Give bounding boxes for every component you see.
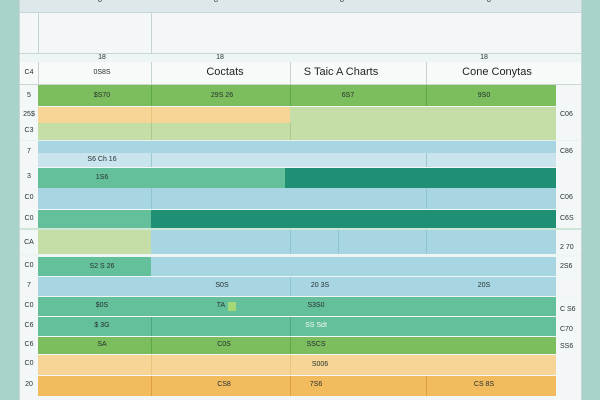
row-number: C6 <box>24 341 34 348</box>
table-cell[interactable]: S3S0 <box>307 302 325 309</box>
row-number: CA <box>24 239 34 246</box>
row-number: C4 <box>24 69 34 76</box>
row-number: C0 <box>24 215 34 222</box>
row-number: 7 <box>27 282 31 289</box>
table-cell[interactable]: $ 3G <box>94 322 110 329</box>
row-number: C0 <box>24 262 34 269</box>
table-cell[interactable]: C0S <box>217 341 231 348</box>
row-number: C0 <box>24 194 34 201</box>
row-number: 3 <box>27 173 31 180</box>
table-row[interactable]: C6 SA C0S SSCS SS6 <box>20 337 581 354</box>
table-row[interactable]: 3 1S6 <box>20 168 581 188</box>
table-cell[interactable]: S2 S 26 <box>89 263 115 270</box>
right-margin-label: C86 <box>560 148 573 155</box>
header-tick: 8 <box>487 0 491 4</box>
column-title[interactable]: Cone Conytas <box>462 66 532 78</box>
table-row[interactable]: C0 S2 S 26 2S6 <box>20 257 581 276</box>
table-cell[interactable]: 6S7 <box>341 92 355 99</box>
column-title[interactable]: 0S8S <box>93 69 111 76</box>
right-margin-label: C06 <box>560 111 573 118</box>
table-cell[interactable]: $S70 <box>93 92 111 99</box>
table-row[interactable]: C0 C06 <box>20 188 581 209</box>
table-cell[interactable]: 29S 26 <box>210 92 234 99</box>
row-number: C0 <box>24 302 34 309</box>
subheader-label: 18 <box>216 54 224 61</box>
table-row[interactable]: C3 <box>20 123 581 140</box>
row-number: 25$ <box>23 111 35 118</box>
header-tick: 8 <box>98 0 102 4</box>
right-margin-label: SS6 <box>560 343 574 350</box>
table-cell[interactable]: SA <box>97 341 107 348</box>
right-margin-label: C06 <box>560 194 573 201</box>
header-tick: 8 <box>214 0 218 4</box>
table-row[interactable]: C0 $0S TA S3S0 C S6 <box>20 297 581 316</box>
header-band: 8 8 8 8 <box>20 0 581 13</box>
row-number: 20 <box>25 381 33 388</box>
column-title-row: C4 0S8S Coctats S Taic A Charts Cone Con… <box>20 62 581 85</box>
spreadsheet: 8 8 8 8 18 18 18 C4 0S8S Coctats S Taic … <box>19 0 582 400</box>
table-row[interactable]: C0 C6S <box>20 210 581 228</box>
table-cell[interactable]: SS Sdt <box>305 322 327 329</box>
table-cell[interactable]: 7S6 <box>309 381 323 388</box>
table-cell[interactable]: $0S <box>95 302 109 309</box>
table-cell[interactable]: 20 3S <box>310 282 330 289</box>
table-cell[interactable]: S006 <box>311 361 329 368</box>
table-cell[interactable]: S0S <box>215 282 229 289</box>
subheader-label: 18 <box>98 54 106 61</box>
table-row[interactable]: C0 S006 <box>20 355 581 375</box>
table-row[interactable]: 5 $S70 29S 26 6S7 9S0 <box>20 85 581 106</box>
table-row[interactable]: 7 S0S 20 3S 20S <box>20 277 581 296</box>
table-row[interactable]: CA 2 70 <box>20 230 581 254</box>
table-cell[interactable]: CS 8S <box>473 381 495 388</box>
right-margin-label: C S6 <box>560 306 576 313</box>
row-number: 5 <box>27 92 31 99</box>
row-number: C0 <box>24 360 34 367</box>
header-tick: 8 <box>340 0 344 4</box>
table-cell[interactable]: 9S0 <box>477 92 491 99</box>
table-cell[interactable]: TA <box>216 302 226 309</box>
table-cell[interactable]: S6 Ch 16 <box>87 156 117 163</box>
table-row[interactable]: 20 CS8 7S6 CS 8S <box>20 376 581 396</box>
table-row[interactable]: 7 S6 Ch 16 <box>20 148 581 167</box>
row-number: 7 <box>27 148 31 155</box>
table-row[interactable]: 25$ C06 <box>20 107 581 123</box>
subheader-label: 18 <box>480 54 488 61</box>
table-cell[interactable]: 1S6 <box>95 174 109 181</box>
table-row[interactable]: C6 $ 3G SS Sdt C70 <box>20 317 581 336</box>
table-cell[interactable]: 20S <box>477 282 491 289</box>
column-title[interactable]: S Taic A Charts <box>303 66 379 78</box>
table-cell[interactable]: CS8 <box>217 381 231 388</box>
right-margin-label: C6S <box>560 215 574 222</box>
blank-header-area <box>20 13 581 53</box>
right-margin-label: C70 <box>560 326 573 333</box>
right-margin-label: 2S6 <box>560 263 573 270</box>
column-title[interactable]: Coctats <box>206 66 244 78</box>
row-number: C6 <box>24 322 34 329</box>
right-margin-label: 2 70 <box>560 244 574 251</box>
table-row[interactable]: C86 <box>20 141 581 155</box>
row-number: C3 <box>24 127 34 134</box>
table-cell[interactable]: SSCS <box>306 341 326 348</box>
subheader-row: 18 18 18 <box>20 53 581 63</box>
